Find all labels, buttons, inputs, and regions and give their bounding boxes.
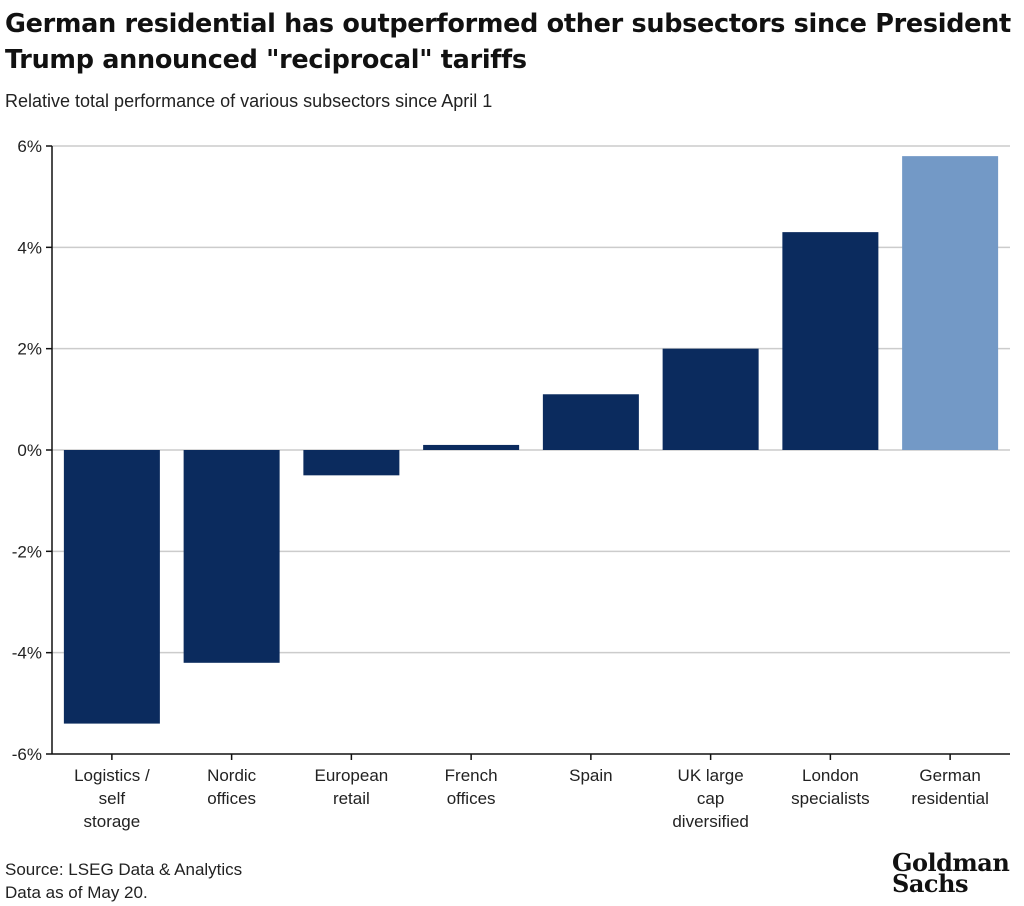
chart-title: German residential has outperformed othe… (5, 9, 1011, 75)
x-category-label-line: offices (447, 789, 496, 808)
x-category-label: UK large cap diversified (672, 766, 749, 831)
logo-line-1: Goldman (892, 848, 1010, 877)
x-category-label-line: German (919, 766, 980, 785)
y-tick-label: -4% (12, 644, 42, 663)
bar (662, 348, 759, 450)
x-category-label: London specialists (791, 766, 869, 808)
bar (303, 450, 400, 476)
x-category-label-line: offices (207, 789, 256, 808)
x-category-label-line: UK large (678, 766, 744, 785)
x-category-label-line: residential (911, 789, 989, 808)
x-category-label: Logistics / self storage (74, 766, 150, 831)
x-category-label: European retail (315, 766, 389, 808)
x-category-label-line: diversified (672, 812, 749, 831)
bar (423, 444, 520, 450)
x-category-label-line: specialists (791, 789, 869, 808)
axes (46, 145, 1010, 760)
goldman-sachs-logo: Goldman Sachs (892, 848, 1010, 898)
bars (63, 156, 999, 724)
bar-chart: 6% 4% 2% 0% -2% -4% -6% Logistics / self storage N… (12, 137, 1010, 831)
x-category-label-line: Spain (569, 766, 612, 785)
bar (63, 450, 160, 724)
logo-line-2: Sachs (892, 869, 968, 898)
y-tick-label: 2% (17, 340, 42, 359)
x-category-label: French offices (445, 766, 498, 808)
chart-subtitle: Relative total performance of various su… (5, 91, 493, 111)
x-category-label-line: Logistics / (74, 766, 150, 785)
source-text: Source: LSEG Data & Analytics (5, 860, 243, 879)
x-category-label: Nordic offices (207, 766, 257, 808)
source-note: Source: LSEG Data & Analytics Data as of… (5, 858, 242, 904)
y-tick-label: 0% (17, 441, 42, 460)
x-category-label-line: London (802, 766, 859, 785)
x-category-label-line: storage (84, 812, 141, 831)
x-category-label-line: French (445, 766, 498, 785)
bar (902, 156, 999, 450)
x-category-label-line: Nordic (207, 766, 257, 785)
y-tick-label: -6% (12, 745, 42, 764)
x-category-label-line: European (315, 766, 389, 785)
bar (183, 450, 280, 663)
x-category-label-line: self (99, 789, 126, 808)
data-date-text: Data as of May 20. (5, 883, 148, 902)
x-category-label: German residential (911, 766, 989, 808)
x-category-label-line: cap (697, 789, 724, 808)
y-tick-label: 6% (17, 137, 42, 156)
x-category-label-line: retail (333, 789, 370, 808)
y-tick-label: 4% (17, 238, 42, 257)
x-category-label: Spain (569, 766, 612, 785)
y-tick-label: -2% (12, 542, 42, 561)
bar (782, 232, 879, 450)
labels: 6% 4% 2% 0% -2% -4% -6% Logistics / self storage N… (12, 137, 989, 831)
bar (542, 394, 639, 450)
